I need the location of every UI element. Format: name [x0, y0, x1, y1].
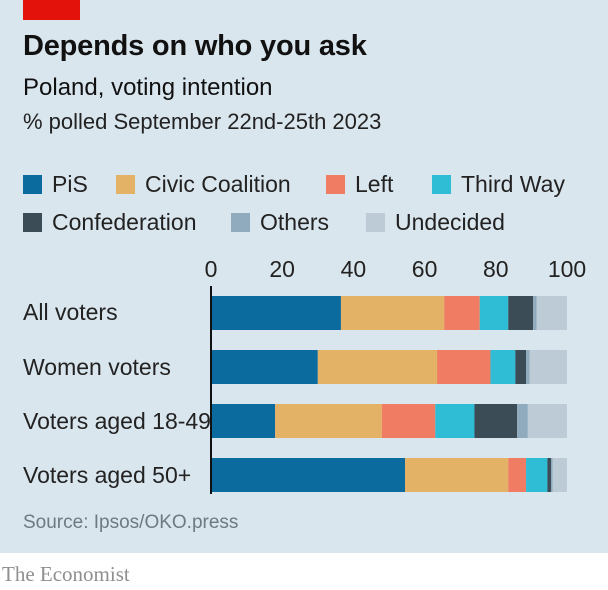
bar-segment-left [444, 296, 480, 330]
legend-item-left: Left [326, 171, 393, 197]
bar-segment-undecided [527, 404, 567, 438]
bar-segment-third-way [479, 296, 509, 330]
legend-item-civic-coalition: Civic Coalition [116, 171, 291, 197]
chart-title: Depends on who you ask [23, 30, 367, 62]
bar-segment-pis [211, 458, 406, 492]
bar-segment-pis [211, 404, 276, 438]
bar-segment-others [550, 458, 553, 492]
chart-units-note: % polled September 22nd-25th 2023 [23, 109, 382, 134]
legend-item-undecided: Undecided [366, 209, 505, 235]
legend-label: Civic Coalition [145, 170, 291, 197]
bar-segment-confederation [547, 458, 551, 492]
legend-swatch [432, 174, 451, 194]
bar-segment-undecided [529, 350, 567, 384]
bar-segment-undecided [552, 458, 567, 492]
legend-item-pis: PiS [23, 171, 88, 197]
bar-segment-third-way [435, 404, 475, 438]
bar-segment-third-way [526, 458, 548, 492]
legend-label: Confederation [52, 208, 197, 235]
legend-swatch [116, 174, 135, 194]
legend-swatch [326, 174, 345, 194]
legend-item-others: Others [231, 209, 329, 235]
legend-label: Others [260, 208, 330, 235]
bar-segment-civic-coalition [317, 350, 438, 384]
bar-segment-left [381, 404, 436, 438]
stacked-bar-chart: 0 20 40 60 80 100 [205, 256, 586, 494]
x-tick-label: 100 [548, 256, 586, 282]
legend-swatch [23, 174, 42, 194]
bar-segment-others [533, 296, 537, 330]
chart-subtitle: Poland, voting intention [23, 74, 273, 101]
bar-segment-left [437, 350, 491, 384]
legend-swatch [366, 212, 385, 232]
x-tick-label: 40 [341, 256, 367, 282]
x-tick-label: 0 [205, 256, 218, 282]
x-tick-label: 80 [483, 256, 509, 282]
bar-segment-confederation [508, 296, 534, 330]
bar-segment-left [508, 458, 527, 492]
bar-segment-third-way [490, 350, 516, 384]
legend-label: Third Way [461, 170, 565, 197]
legend-swatch [231, 212, 250, 232]
bar-segment-confederation [515, 350, 527, 384]
bar-segment-civic-coalition [405, 458, 509, 492]
bar-segment-pis [211, 296, 341, 330]
x-tick-label: 20 [269, 256, 295, 282]
category-label-voters-50-plus: Voters aged 50+ [23, 462, 192, 488]
bar-segment-confederation [474, 404, 518, 438]
legend-label: Left [355, 170, 394, 197]
legend-item-third-way: Third Way [432, 171, 565, 197]
bar-segment-civic-coalition [340, 296, 445, 330]
legend-label: Undecided [395, 208, 505, 235]
bar-segment-others [526, 350, 530, 384]
publisher-brand: The Economist [2, 562, 130, 586]
legend-swatch [23, 212, 42, 232]
category-label-women-voters: Women voters [23, 354, 171, 380]
bar-segment-undecided [536, 296, 567, 330]
legend-item-confederation: Confederation [23, 209, 197, 235]
legend-label: PiS [52, 170, 88, 197]
category-label-all-voters: All voters [23, 299, 118, 325]
x-tick-label: 60 [412, 256, 438, 282]
category-label-voters-18-49: Voters aged 18-49 [23, 408, 211, 434]
bar-segment-others [517, 404, 528, 438]
source-note: Source: Ipsos/OKO.press [23, 512, 239, 533]
brand-red-tag [23, 0, 80, 20]
bar-segment-civic-coalition [275, 404, 382, 438]
bar-segment-pis [211, 350, 318, 384]
